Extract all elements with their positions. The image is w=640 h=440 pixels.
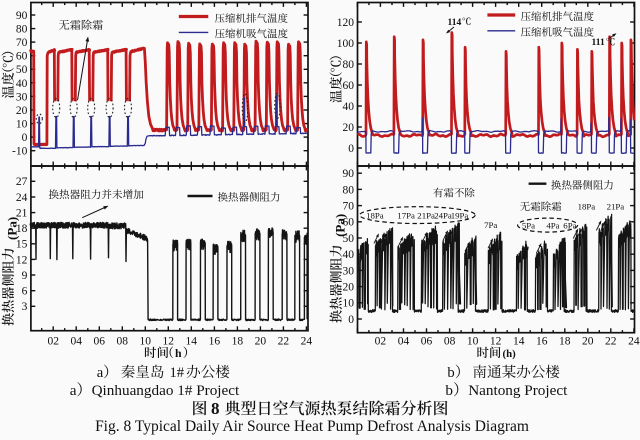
- svg-text:20: 20: [16, 105, 28, 117]
- svg-text:30: 30: [343, 265, 355, 277]
- svg-text:19Pa: 19Pa: [451, 210, 469, 220]
- svg-text:12: 12: [490, 336, 502, 348]
- svg-text:60: 60: [343, 217, 355, 229]
- svg-text:06: 06: [421, 336, 433, 348]
- svg-text:b: b: [447, 365, 454, 381]
- svg-text:7Pa: 7Pa: [484, 220, 497, 230]
- svg-text:14: 14: [186, 336, 198, 348]
- svg-text:8: 8: [211, 399, 220, 418]
- svg-text:24: 24: [301, 336, 313, 348]
- svg-text:0: 0: [348, 314, 354, 326]
- svg-text:(Pa): (Pa): [333, 214, 348, 237]
- svg-text:12: 12: [16, 254, 28, 266]
- svg-text:14: 14: [513, 336, 525, 348]
- svg-text:111: 111: [592, 38, 605, 48]
- svg-text:21Pa: 21Pa: [417, 210, 435, 220]
- svg-text:5Pa: 5Pa: [522, 220, 535, 230]
- svg-text:10: 10: [140, 336, 152, 348]
- svg-text:16: 16: [209, 336, 221, 348]
- svg-text:90: 90: [16, 10, 28, 22]
- svg-text:Qinhuangdao 1# Project: Qinhuangdao 1# Project: [92, 382, 240, 399]
- svg-text:-10: -10: [12, 146, 28, 158]
- svg-text:100: 100: [337, 38, 355, 50]
- svg-text:80: 80: [343, 59, 355, 71]
- svg-text:22: 22: [278, 336, 290, 348]
- svg-text:a: a: [70, 382, 77, 399]
- svg-text:b: b: [445, 382, 453, 399]
- svg-text:10: 10: [467, 336, 479, 348]
- svg-text:02: 02: [47, 336, 59, 348]
- svg-text:40: 40: [16, 78, 28, 90]
- svg-text:114: 114: [448, 18, 462, 28]
- svg-text:60: 60: [343, 80, 355, 92]
- svg-text:20: 20: [343, 122, 355, 134]
- svg-text:15: 15: [16, 239, 28, 251]
- svg-text:27: 27: [16, 176, 28, 188]
- svg-text:08: 08: [444, 336, 456, 348]
- svg-text:(Pa): (Pa): [5, 217, 20, 240]
- svg-text:17Pa: 17Pa: [397, 210, 415, 220]
- svg-text:18Pa: 18Pa: [578, 202, 596, 212]
- svg-text:18Pa: 18Pa: [366, 210, 384, 220]
- svg-text:20: 20: [343, 282, 355, 294]
- svg-text:21Pa: 21Pa: [607, 202, 625, 212]
- svg-text:10: 10: [16, 119, 28, 131]
- svg-text:0: 0: [348, 143, 354, 155]
- svg-text:21: 21: [16, 208, 28, 220]
- svg-text:Nantong Project: Nantong Project: [468, 382, 568, 399]
- svg-text:08: 08: [117, 336, 129, 348]
- svg-text:24: 24: [628, 336, 640, 348]
- svg-text:30: 30: [16, 91, 28, 103]
- svg-text:120: 120: [337, 17, 355, 29]
- svg-text:10: 10: [343, 298, 355, 310]
- svg-text:50: 50: [16, 64, 28, 76]
- svg-text:6Pa: 6Pa: [563, 220, 576, 230]
- svg-text:12: 12: [163, 336, 175, 348]
- svg-text:24: 24: [16, 192, 28, 204]
- svg-text:0: 0: [22, 132, 28, 144]
- svg-text:70: 70: [16, 37, 28, 49]
- svg-text:3: 3: [22, 301, 28, 313]
- svg-text:(h): (h): [503, 348, 517, 360]
- svg-text:60: 60: [16, 51, 28, 63]
- svg-text:9: 9: [22, 270, 28, 282]
- svg-text:90: 90: [343, 168, 355, 180]
- svg-text:20: 20: [582, 336, 594, 348]
- svg-text:16: 16: [536, 336, 548, 348]
- svg-text:18: 18: [232, 336, 244, 348]
- svg-text:h: h: [175, 346, 182, 360]
- svg-text:40: 40: [343, 249, 355, 261]
- svg-text:1#: 1#: [170, 365, 185, 381]
- svg-text:18: 18: [559, 336, 571, 348]
- svg-text:50: 50: [343, 233, 355, 245]
- svg-text:6: 6: [22, 286, 28, 298]
- svg-text:04: 04: [398, 336, 410, 348]
- svg-text:40: 40: [343, 101, 355, 113]
- svg-text:06: 06: [94, 336, 106, 348]
- svg-text:20: 20: [255, 336, 267, 348]
- svg-text:Fig. 8 Typical Daily Air Sourc: Fig. 8 Typical Daily Air Source Heat Pum…: [95, 418, 529, 435]
- svg-text:18: 18: [16, 223, 28, 235]
- svg-text:02: 02: [375, 336, 387, 348]
- svg-text:24Pa: 24Pa: [434, 210, 452, 220]
- svg-text:70: 70: [343, 201, 355, 213]
- svg-text:80: 80: [343, 184, 355, 196]
- svg-text:4Pa: 4Pa: [546, 220, 559, 230]
- svg-text:80: 80: [16, 24, 28, 36]
- svg-text:a: a: [97, 365, 104, 381]
- svg-text:22: 22: [605, 336, 617, 348]
- svg-text:04: 04: [70, 336, 82, 348]
